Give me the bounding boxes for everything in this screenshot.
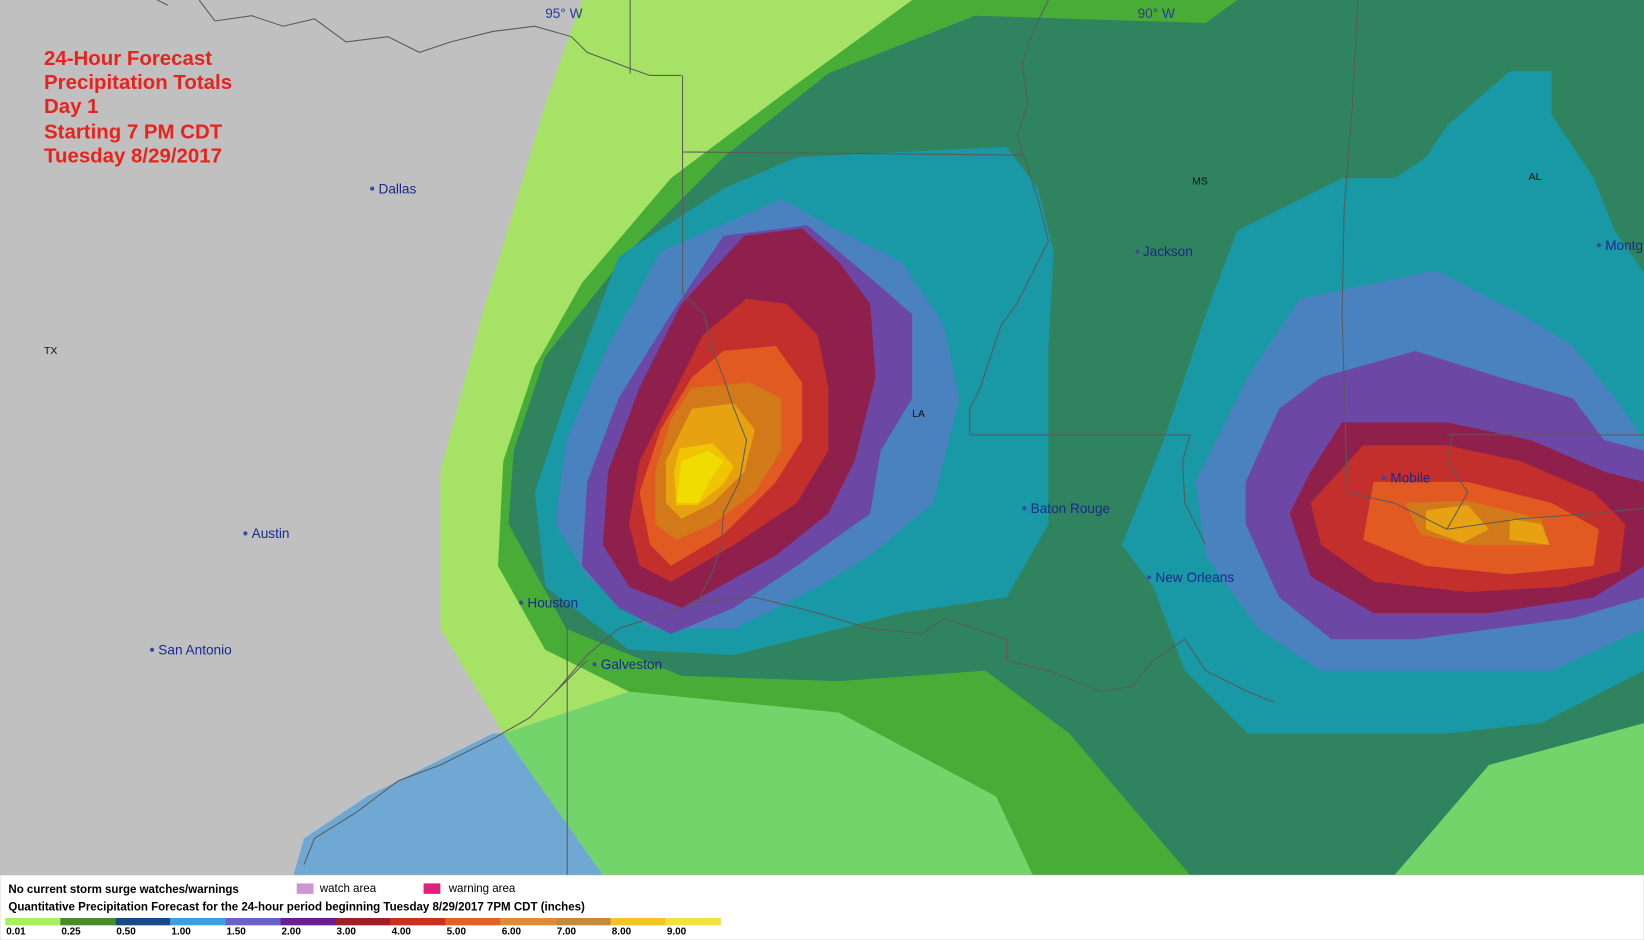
- legend-panel: [0, 874, 1644, 940]
- cities: Dallas Austin San Antonio Houston Galves…: [149, 181, 1643, 672]
- city-dot: [1147, 575, 1152, 580]
- scale-swatch: [390, 917, 446, 926]
- warning-swatch: [423, 883, 441, 894]
- longitude-label: 95° W: [545, 6, 582, 21]
- scale-swatch: [60, 917, 116, 926]
- watch-swatch: [296, 883, 314, 894]
- scale-label: 2.00: [282, 927, 302, 938]
- scale-label: 7.00: [557, 927, 577, 938]
- qpf-700-east-2: [1509, 518, 1550, 545]
- city-dot: [370, 186, 375, 191]
- scale-swatch: [5, 917, 61, 926]
- scale-label: 0.25: [61, 927, 81, 938]
- tx-coast: [303, 659, 588, 865]
- surge-note: No current storm surge watches/warnings: [8, 884, 238, 896]
- al-fl-border: [1347, 434, 1644, 530]
- title-block: 24-Hour Forecast Precipitation Totals Da…: [44, 48, 232, 167]
- scale-label: 0.01: [6, 927, 26, 938]
- city-label: Mobile: [1390, 471, 1430, 486]
- map-layers: 95° W 90° W TX LA MS AL Dallas Austin Sa…: [0, 0, 1644, 876]
- city-label: New Orleans: [1155, 570, 1234, 585]
- scale-swatch: [445, 917, 501, 926]
- qpf-001-south: [503, 691, 1033, 876]
- state-label: LA: [912, 409, 925, 420]
- city-dot: [1135, 249, 1140, 254]
- title-line: Precipitation Totals: [44, 72, 232, 94]
- la-coast: [691, 596, 1275, 703]
- state-label: AL: [1529, 172, 1542, 183]
- scale-swatch: [500, 917, 556, 926]
- city-label: Dallas: [378, 181, 416, 196]
- scale-label: 3.00: [337, 927, 357, 938]
- qpf-title: Quantitative Precipitation Forecast for …: [8, 902, 585, 914]
- qpf-001-east: [1394, 712, 1644, 876]
- city-dot: [1381, 475, 1387, 480]
- city-dot: [1022, 506, 1027, 511]
- scale-label: 9.00: [667, 927, 687, 938]
- title-line: Day 1: [44, 96, 99, 118]
- scale-label: 1.50: [226, 927, 246, 938]
- scale-label: 1.00: [171, 927, 191, 938]
- city-label: San Antonio: [158, 642, 231, 657]
- scale-label: 4.00: [392, 927, 412, 938]
- scale-swatch: [225, 917, 281, 926]
- scale-label: 0.50: [116, 927, 136, 938]
- warning-label: warning area: [448, 883, 516, 895]
- title-line: Starting 7 PM CDT: [44, 121, 223, 143]
- scale-label: 5.00: [447, 927, 467, 938]
- scale-label: 8.00: [612, 927, 632, 938]
- city-dot: [149, 647, 155, 652]
- legend: No current storm surge watches/warnings …: [0, 874, 1644, 940]
- city-dot: [518, 600, 524, 605]
- red-river: [157, 0, 682, 76]
- scale-swatch: [335, 917, 391, 926]
- scale-swatch: [665, 917, 721, 926]
- city-label: Jackson: [1143, 244, 1193, 259]
- city-label: Houston: [527, 595, 578, 610]
- la-ms-border: [969, 0, 1207, 546]
- scale-swatch: [115, 917, 171, 926]
- watch-label: watch area: [319, 883, 377, 895]
- title-line: Tuesday 8/29/2017: [44, 145, 222, 167]
- city-label: Austin: [252, 526, 290, 541]
- scale-label: 6.00: [502, 927, 522, 938]
- city-label: Galveston: [601, 657, 662, 672]
- qpf-700-east: [1425, 505, 1489, 543]
- longitude-label: 90° W: [1138, 6, 1175, 21]
- scale-swatch: [555, 917, 611, 926]
- scale-swatch: [170, 917, 226, 926]
- borders: [157, 0, 1644, 876]
- city-dot: [592, 662, 597, 667]
- ms-al-border: [1341, 0, 1359, 493]
- scale-swatch: [280, 917, 336, 926]
- city-label: Baton Rouge: [1031, 501, 1110, 516]
- scale-swatch: [610, 917, 666, 926]
- state-label: TX: [44, 346, 57, 357]
- qpf-900: [676, 450, 724, 504]
- city-dot: [243, 531, 248, 536]
- city-label: Montg: [1605, 238, 1643, 253]
- state-label: MS: [1192, 176, 1208, 187]
- city-dot: [1596, 243, 1602, 248]
- sabine-border: [555, 151, 748, 692]
- title-line: 24-Hour Forecast: [44, 48, 212, 70]
